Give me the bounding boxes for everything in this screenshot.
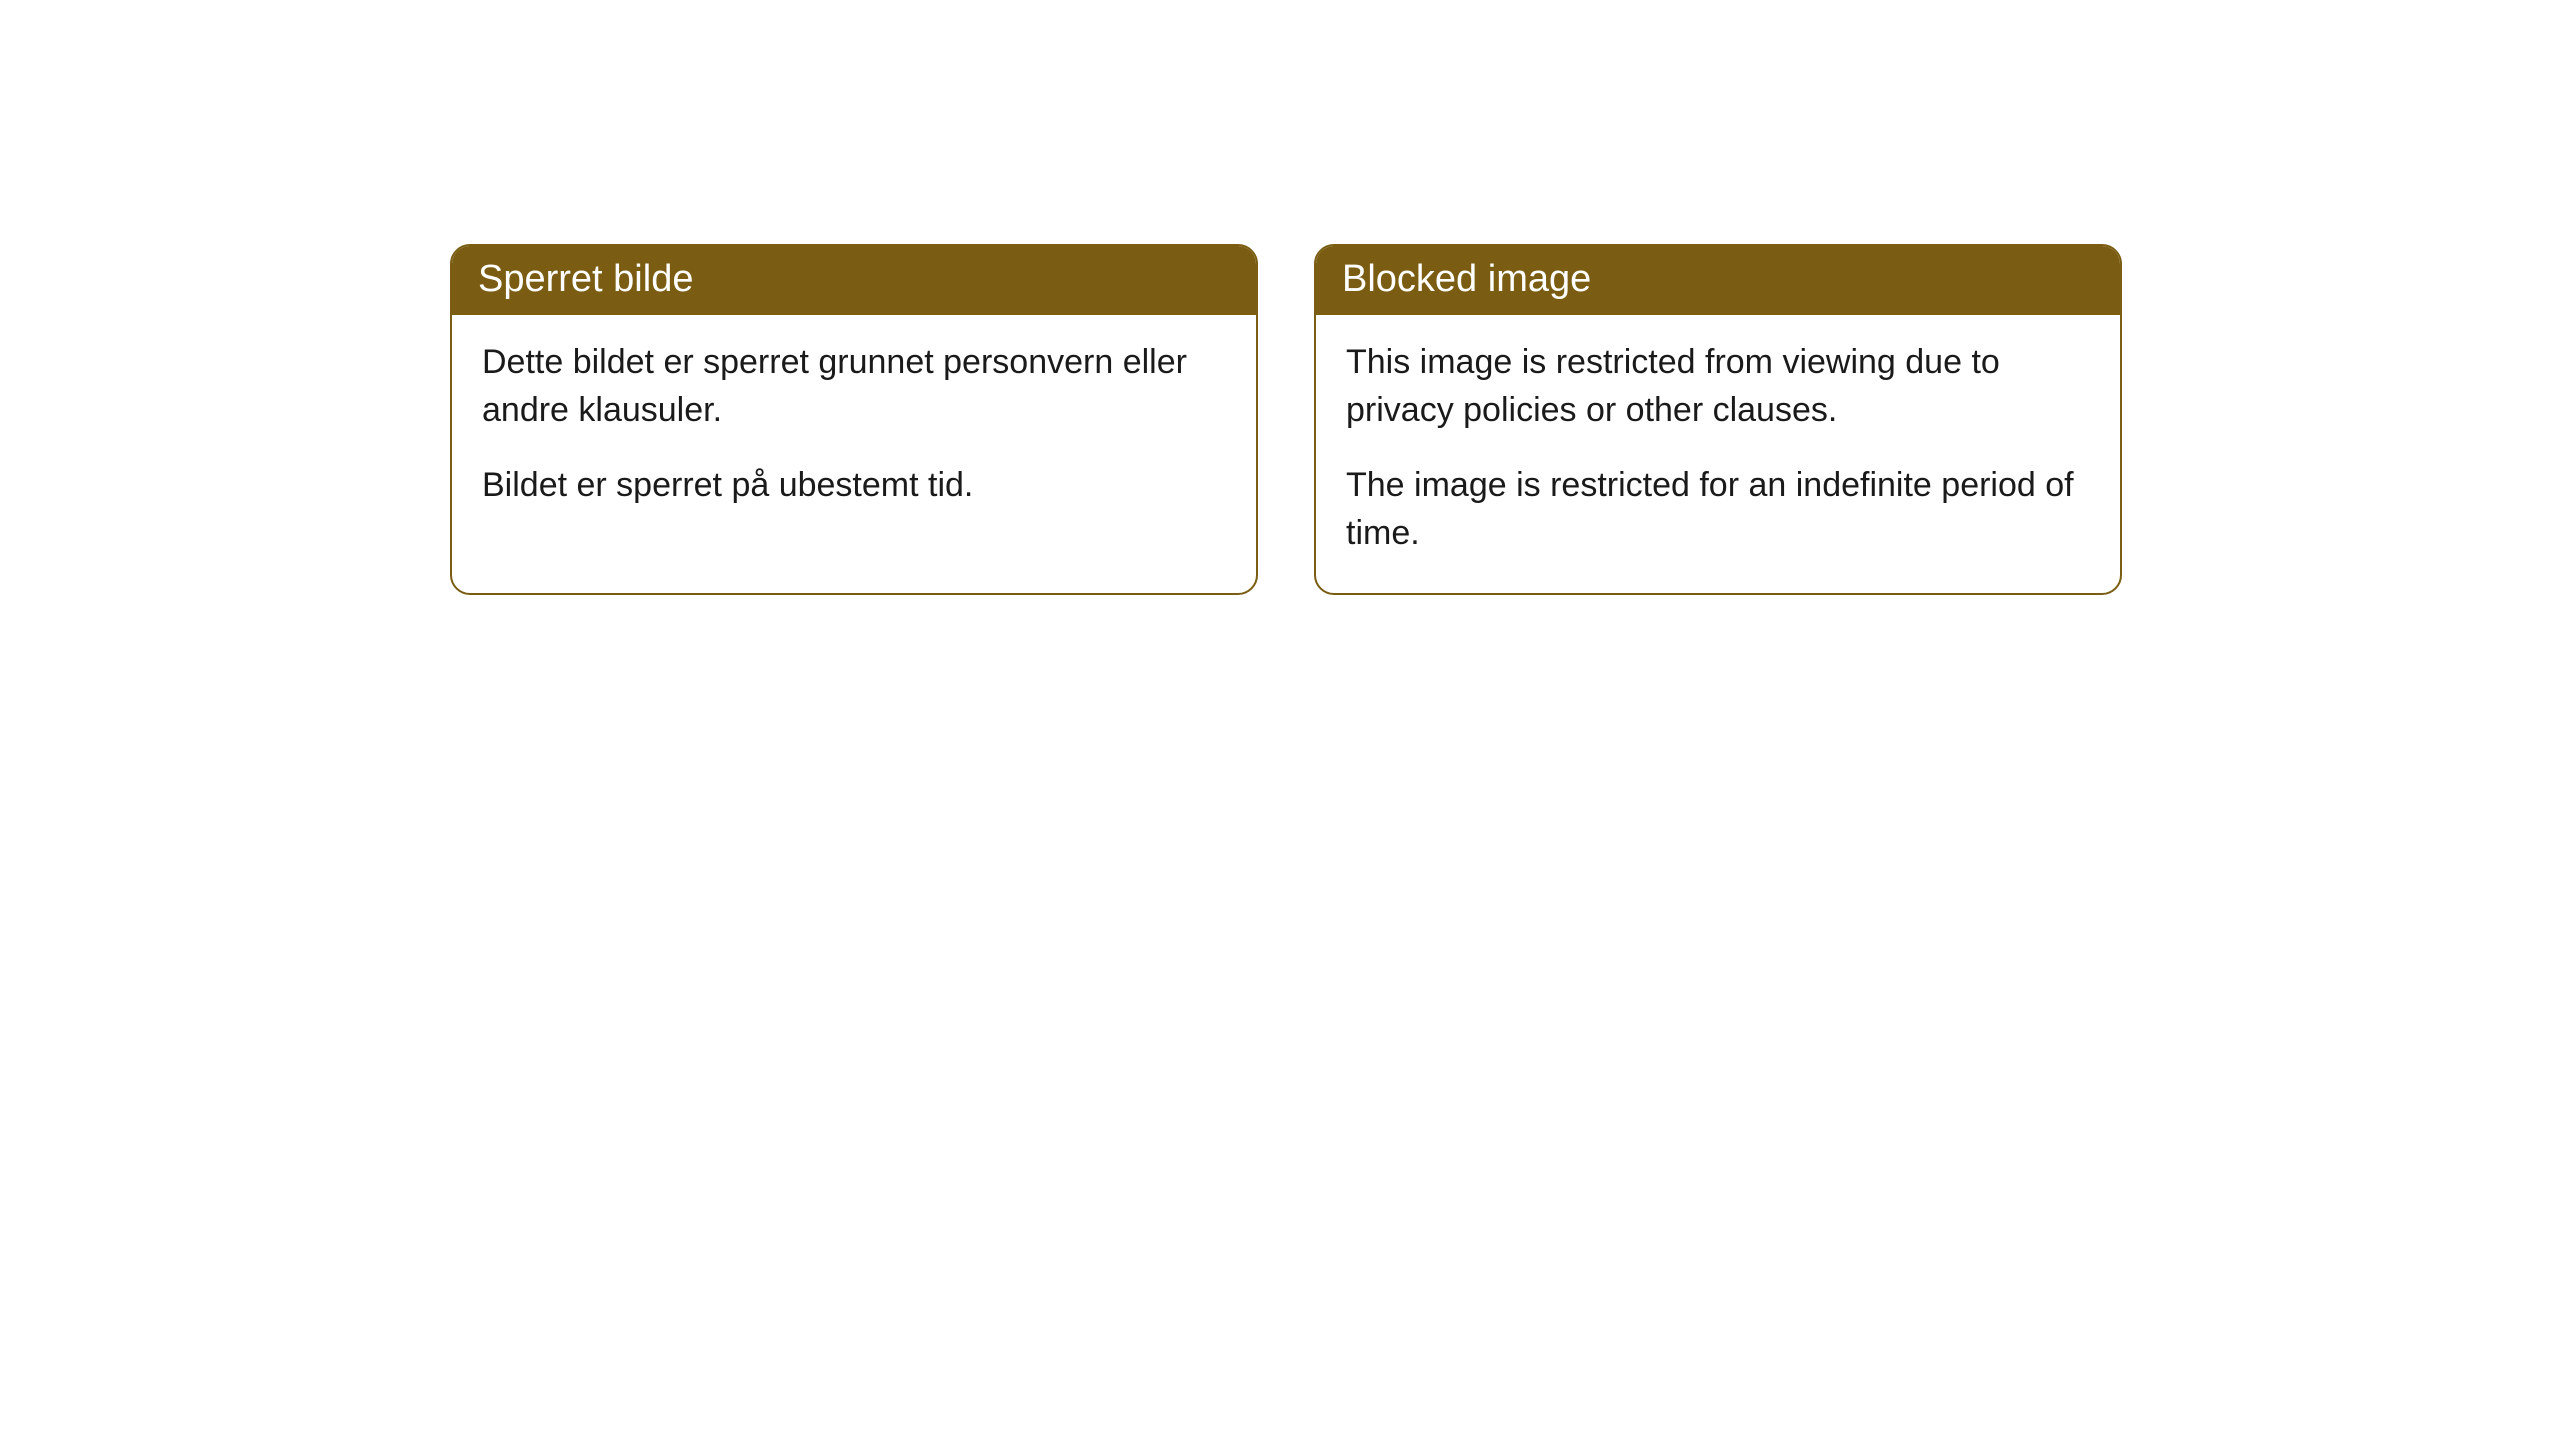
blocked-image-card-english: Blocked image This image is restricted f…	[1314, 244, 2122, 595]
card-title: Blocked image	[1342, 258, 1591, 300]
card-title: Sperret bilde	[478, 258, 693, 300]
card-header: Blocked image	[1316, 246, 2120, 315]
card-paragraph: The image is restricted for an indefinit…	[1346, 462, 2090, 557]
notice-cards-container: Sperret bilde Dette bildet er sperret gr…	[0, 0, 2560, 595]
card-paragraph: Dette bildet er sperret grunnet personve…	[482, 339, 1226, 434]
card-body: Dette bildet er sperret grunnet personve…	[452, 315, 1256, 546]
blocked-image-card-norwegian: Sperret bilde Dette bildet er sperret gr…	[450, 244, 1258, 595]
card-header: Sperret bilde	[452, 246, 1256, 315]
card-paragraph: Bildet er sperret på ubestemt tid.	[482, 462, 1226, 510]
card-body: This image is restricted from viewing du…	[1316, 315, 2120, 593]
card-paragraph: This image is restricted from viewing du…	[1346, 339, 2090, 434]
